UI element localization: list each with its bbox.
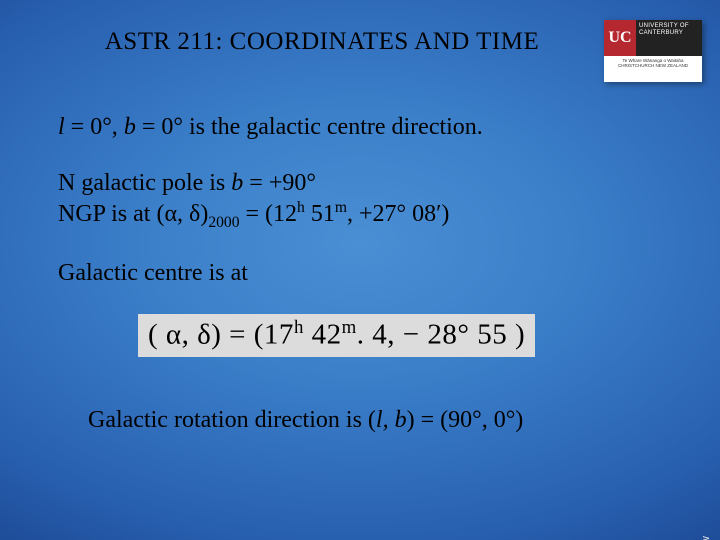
subscript-2000: 2000 (208, 214, 239, 231)
var-lb: l, b (376, 407, 407, 433)
slide-body: l = 0°, b = 0° is the galactic centre di… (0, 82, 720, 435)
sup-h: h (294, 317, 304, 338)
var-b: b (231, 170, 243, 196)
equation-wrapper: ( α, δ) = (17h 42m. 4, − 28° 55 ) (138, 314, 660, 357)
logo-shield: UC (604, 20, 636, 56)
sup-h: h (297, 199, 305, 216)
text: N galactic pole is (58, 170, 231, 196)
text: = (12 (240, 201, 298, 227)
eq-text: . 4, − 28° 55 ) (357, 319, 525, 351)
ngp-line2: NGP is at (α, δ)2000 = (12h 51m, +27° 08… (58, 198, 660, 232)
paragraph-ngp: N galactic pole is b = +90° NGP is at (α… (58, 168, 660, 232)
text: ) = (90°, 0°) (407, 407, 524, 433)
equation-galactic-centre-coords: ( α, δ) = (17h 42m. 4, − 28° 55 ) (138, 314, 535, 357)
logo-line2: CANTERBURY (639, 30, 699, 37)
logo-sub-line2: CHRISTCHURCH NEW ZEALAND (607, 63, 699, 68)
university-logo: UC UNIVERSITY OF CANTERBURY Te Whare Wān… (604, 20, 702, 82)
var-l: l (58, 114, 65, 140)
logo-subtext: Te Whare Wānanga o Waitaha CHRISTCHURCH … (604, 56, 702, 82)
logo-university-name: UNIVERSITY OF CANTERBURY (636, 20, 702, 56)
page-title: ASTR 211: COORDINATES AND TIME (40, 20, 604, 56)
text: = +90° (243, 170, 316, 196)
eq-text: 42 (304, 319, 342, 351)
var-b: b (124, 114, 136, 140)
author-credit: Prof. John Hearnshaw (700, 536, 712, 540)
sup-m: m (342, 317, 357, 338)
text: NGP is at (α, δ) (58, 201, 208, 227)
paragraph-galactic-rotation: Galactic rotation direction is (l, b) = … (88, 405, 660, 435)
sup-m: m (335, 199, 347, 216)
ngp-line1: N galactic pole is b = +90° (58, 168, 660, 198)
text: = 0°, (65, 114, 124, 140)
logo-line1: UNIVERSITY OF (639, 23, 699, 30)
text: = 0° is the galactic centre direction. (136, 114, 483, 140)
eq-text: ( α, δ) = (17 (148, 319, 294, 351)
text: 51 (305, 201, 335, 227)
paragraph-galactic-centre-direction: l = 0°, b = 0° is the galactic centre di… (58, 112, 660, 142)
paragraph-galactic-centre: Galactic centre is at (58, 258, 660, 288)
text: , +27° 08′) (347, 201, 449, 227)
text: Galactic rotation direction is ( (88, 407, 376, 433)
